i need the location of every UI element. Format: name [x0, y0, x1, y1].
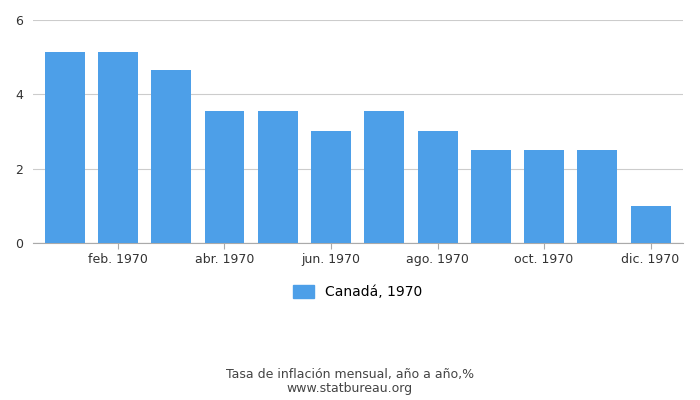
- Bar: [578, 150, 617, 243]
- Text: Tasa de inflación mensual, año a año,%: Tasa de inflación mensual, año a año,%: [226, 368, 474, 381]
- Bar: [98, 52, 138, 243]
- Bar: [471, 150, 511, 243]
- Text: www.statbureau.org: www.statbureau.org: [287, 382, 413, 395]
- Bar: [364, 111, 404, 243]
- Bar: [151, 70, 191, 243]
- Bar: [204, 111, 244, 243]
- Bar: [524, 150, 564, 243]
- Bar: [311, 131, 351, 243]
- Bar: [631, 206, 671, 243]
- Bar: [45, 52, 85, 243]
- Bar: [418, 131, 458, 243]
- Bar: [258, 111, 298, 243]
- Legend: Canadá, 1970: Canadá, 1970: [293, 285, 422, 299]
